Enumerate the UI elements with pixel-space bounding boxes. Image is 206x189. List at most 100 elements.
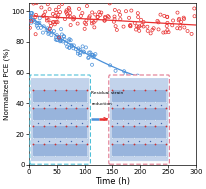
Point: [171, 24, 174, 27]
Point: [88, 15, 91, 18]
Point: [52, 30, 56, 33]
Point: [90, 22, 94, 25]
Point: [146, 29, 149, 32]
Point: [164, 31, 167, 34]
Point: [63, 18, 67, 21]
Point: [103, 15, 107, 18]
Point: [91, 53, 95, 57]
Point: [85, 5, 89, 8]
Point: [61, 40, 64, 43]
Point: [50, 34, 53, 37]
Point: [167, 31, 170, 34]
Point: [47, 31, 51, 34]
Point: [33, 20, 36, 23]
Point: [34, 33, 37, 36]
Point: [98, 11, 101, 14]
Point: [81, 12, 84, 15]
Point: [190, 32, 193, 35]
Point: [68, 46, 71, 49]
Point: [122, 25, 125, 28]
Point: [39, 26, 42, 29]
Point: [129, 23, 132, 26]
Point: [193, 7, 196, 10]
Point: [186, 29, 189, 33]
Point: [51, 20, 55, 23]
Point: [179, 20, 183, 23]
Point: [166, 21, 169, 24]
Point: [178, 17, 181, 20]
Point: [55, 34, 59, 37]
Bar: [112, 90, 166, 101]
Point: [55, 39, 59, 42]
Point: [32, 19, 36, 22]
Bar: [33, 108, 87, 120]
Point: [87, 57, 90, 60]
Point: [59, 11, 62, 14]
Point: [55, 36, 58, 39]
Point: [183, 26, 186, 29]
Point: [35, 22, 38, 25]
Point: [67, 6, 71, 9]
Bar: [112, 144, 166, 156]
Point: [67, 39, 70, 42]
Point: [182, 17, 186, 20]
Point: [162, 31, 165, 34]
Point: [53, 15, 56, 18]
Point: [122, 70, 126, 73]
Point: [113, 18, 116, 21]
Point: [69, 12, 72, 15]
Point: [163, 14, 166, 17]
Point: [62, 35, 66, 38]
Point: [135, 25, 138, 28]
Point: [119, 18, 122, 21]
Point: [81, 45, 84, 48]
Y-axis label: Normalized PCE (%): Normalized PCE (%): [4, 48, 10, 120]
Point: [132, 75, 136, 78]
Point: [182, 16, 185, 19]
Point: [66, 15, 69, 18]
Point: [93, 26, 96, 29]
Point: [88, 51, 91, 54]
Point: [108, 64, 112, 67]
Bar: [112, 108, 166, 120]
Point: [30, 21, 33, 24]
Point: [84, 46, 88, 49]
Point: [34, 13, 38, 16]
Point: [56, 16, 59, 19]
Point: [29, 14, 33, 17]
Point: [42, 13, 46, 16]
Point: [30, 12, 33, 15]
Text: Residual strain: Residual strain: [91, 91, 124, 95]
Point: [171, 19, 175, 22]
Point: [112, 20, 116, 23]
Point: [166, 15, 169, 19]
Point: [54, 8, 57, 11]
Point: [48, 8, 51, 11]
Point: [56, 38, 59, 41]
Point: [82, 51, 86, 54]
Point: [30, 20, 33, 23]
Point: [122, 75, 125, 78]
Point: [179, 24, 182, 27]
Point: [140, 24, 144, 27]
Point: [138, 29, 141, 32]
Point: [142, 20, 145, 23]
Point: [94, 19, 97, 22]
Point: [57, 35, 60, 38]
Point: [65, 9, 68, 12]
Point: [47, 18, 50, 21]
Point: [54, 38, 57, 41]
Point: [90, 63, 94, 66]
Point: [93, 54, 96, 57]
Point: [69, 23, 72, 26]
Point: [142, 25, 145, 28]
Point: [90, 19, 93, 22]
Point: [166, 29, 169, 32]
Point: [56, 21, 59, 24]
Bar: [33, 126, 87, 138]
Point: [96, 16, 99, 19]
Point: [86, 0, 89, 2]
Point: [135, 78, 138, 81]
FancyBboxPatch shape: [109, 75, 169, 164]
Point: [35, 2, 38, 5]
